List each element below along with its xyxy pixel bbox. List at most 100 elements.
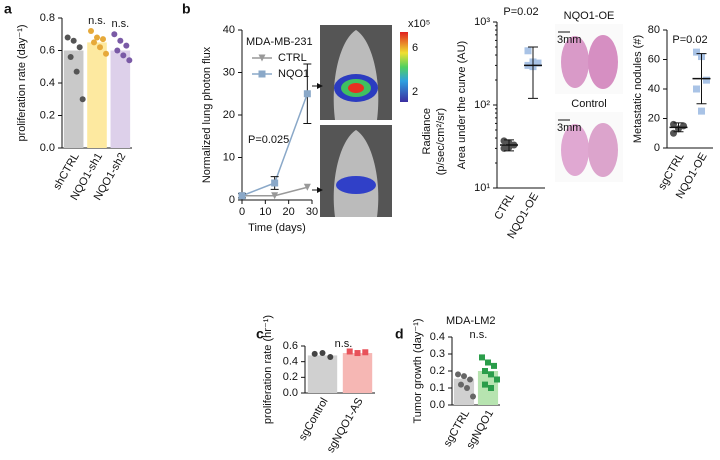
point xyxy=(238,192,246,200)
point xyxy=(111,31,118,38)
point xyxy=(485,359,491,366)
point xyxy=(464,385,470,391)
y-tick-label: 10³ xyxy=(474,16,490,28)
bar xyxy=(63,50,84,148)
bar xyxy=(110,50,131,148)
point xyxy=(458,381,464,388)
point xyxy=(693,85,700,93)
point xyxy=(494,376,500,383)
chart-title: MDA-MB-231 xyxy=(246,36,313,48)
y-axis-label: proliferation rate (hr⁻¹) xyxy=(262,315,274,424)
point xyxy=(79,96,86,103)
y-tick-label: 10¹ xyxy=(474,182,490,194)
error-bar xyxy=(696,53,707,105)
point xyxy=(91,39,97,46)
point xyxy=(67,54,74,60)
point xyxy=(482,368,488,374)
y-tick-label: 0 xyxy=(229,194,235,206)
significance: n.s. xyxy=(111,18,129,30)
point xyxy=(491,362,497,369)
point xyxy=(64,34,71,41)
point xyxy=(319,350,326,357)
point xyxy=(114,47,121,54)
y-tick-label: 0.2 xyxy=(430,365,445,377)
annotation: P=0.02 xyxy=(672,34,707,46)
legend-label: CTRL xyxy=(278,52,307,64)
point xyxy=(103,50,109,57)
y-tick-label: 0.6 xyxy=(40,44,55,56)
point xyxy=(534,59,542,67)
bioluminescence-images xyxy=(312,25,408,217)
y-tick-label: 0.6 xyxy=(283,340,298,352)
y-tick-label: 10 xyxy=(223,151,235,163)
point xyxy=(97,44,103,51)
point xyxy=(455,371,461,378)
significance: n.s. xyxy=(335,338,353,350)
error-bar xyxy=(504,139,514,152)
colorbar-tick: 2 xyxy=(412,86,418,98)
x-tick-label: sgNQO1-AS xyxy=(325,396,366,455)
point xyxy=(303,90,311,98)
y-tick-label: 0.4 xyxy=(283,356,298,368)
y-tick-label: 0 xyxy=(654,142,660,154)
x-tick-label: sgControl xyxy=(297,396,331,443)
y-tick-label: 0.0 xyxy=(283,387,298,399)
y-tick-label: 20 xyxy=(648,112,660,124)
legend-label: NQO1 xyxy=(278,68,309,80)
point xyxy=(311,350,318,357)
point xyxy=(470,393,476,400)
point xyxy=(362,349,369,356)
scale-bar-label: 3mm xyxy=(557,122,581,134)
y-tick-label: 0.0 xyxy=(40,142,55,154)
colorbar-units: (p/sec/cm²/sr) xyxy=(435,108,447,175)
chart-title: MDA-LM2 xyxy=(446,315,496,327)
y-tick-label: 0.8 xyxy=(40,12,55,24)
y-tick-label: 40 xyxy=(648,83,660,95)
annotation: P=0.02 xyxy=(503,6,538,18)
colorbar-tick: 6 xyxy=(412,42,418,54)
point xyxy=(117,37,124,44)
annotation: P=0.025 xyxy=(248,134,289,146)
x-tick-label: 0 xyxy=(239,206,245,218)
point xyxy=(100,36,106,43)
point xyxy=(488,371,494,378)
point xyxy=(258,70,266,78)
y-tick-label: 0.4 xyxy=(430,331,445,343)
x-tick-label: 10 xyxy=(259,206,271,218)
bar xyxy=(342,353,373,393)
point xyxy=(258,54,266,62)
point xyxy=(123,42,130,49)
histology-label: NQO1-OE xyxy=(564,10,615,22)
point xyxy=(346,348,353,355)
x-tick-label: 20 xyxy=(283,206,295,218)
panel-label: c xyxy=(256,326,264,342)
panel-label: d xyxy=(395,326,404,342)
y-tick-label: 0.1 xyxy=(430,382,445,394)
point xyxy=(126,57,133,64)
point xyxy=(703,76,710,84)
panel-label: a xyxy=(4,1,12,17)
x-tick-label: 30 xyxy=(306,206,318,218)
point xyxy=(467,376,473,383)
y-tick-label: 20 xyxy=(223,109,235,121)
point xyxy=(693,48,700,56)
histology-label: Control xyxy=(571,98,606,110)
y-axis-label: proliferation rate (day⁻¹) xyxy=(16,24,28,141)
y-axis-label: Area under the curve (AU) xyxy=(456,41,468,169)
bar xyxy=(87,42,107,148)
y-tick-label: 60 xyxy=(648,53,660,65)
point xyxy=(73,68,80,75)
point xyxy=(120,52,127,59)
point xyxy=(303,183,311,191)
point xyxy=(524,47,532,55)
y-tick-label: 80 xyxy=(648,24,660,36)
point xyxy=(70,37,77,44)
y-tick-label: 0.4 xyxy=(40,77,55,89)
histology-images xyxy=(555,24,623,182)
point xyxy=(354,350,361,357)
y-tick-label: 0.3 xyxy=(430,348,445,360)
y-tick-label: 0.0 xyxy=(430,399,445,411)
x-tick-label: CTRL xyxy=(492,191,517,222)
point xyxy=(76,44,83,51)
